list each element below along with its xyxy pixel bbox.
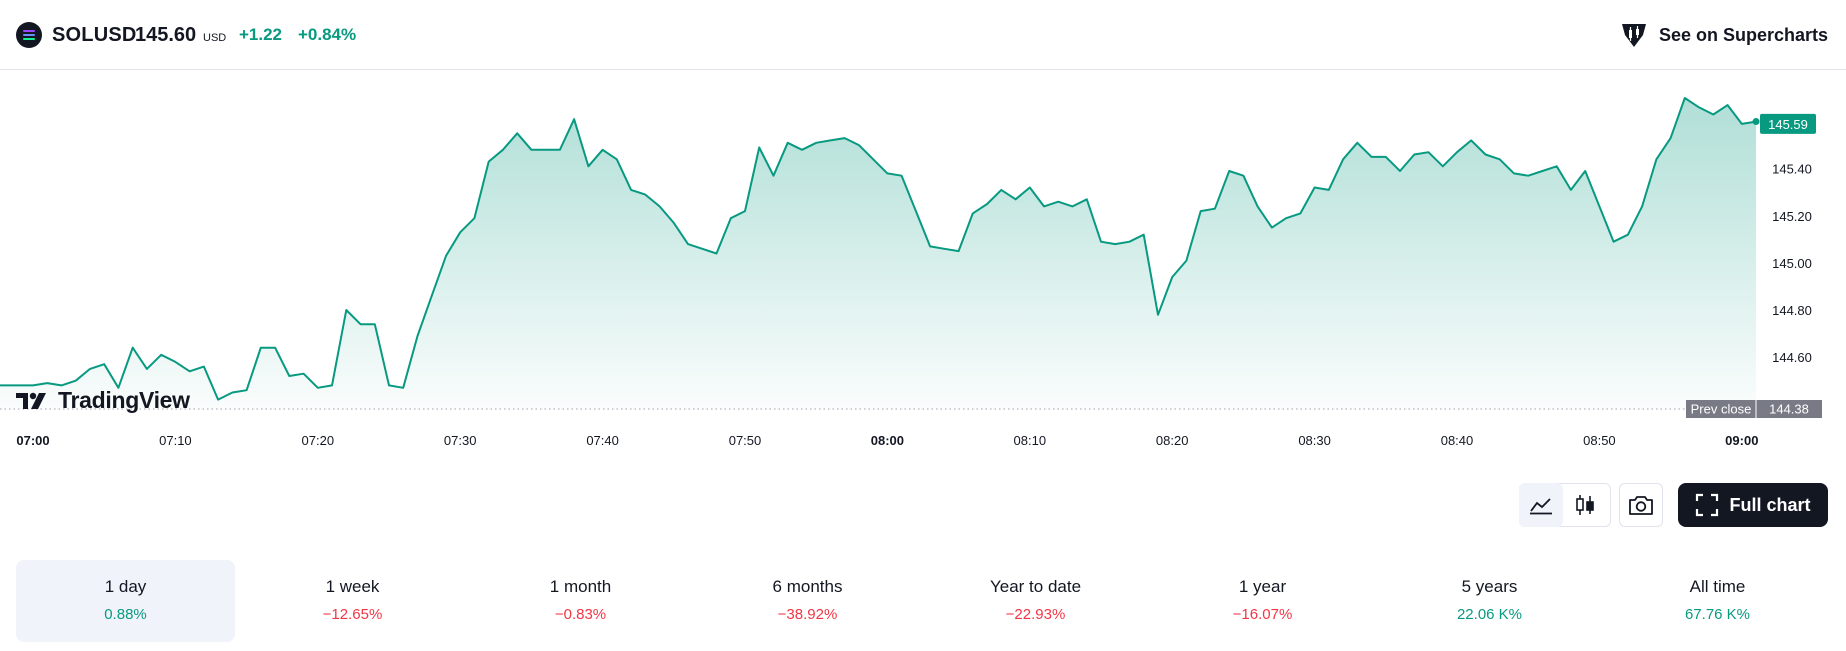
x-axis-tick-label: 07:50	[729, 433, 762, 448]
y-axis-tick-label: 145.20	[1772, 209, 1812, 224]
prev-close-label: Prev close	[1691, 402, 1752, 417]
period-label: 1 day	[104, 577, 147, 596]
period-label: 1 week	[325, 577, 380, 596]
period-tab[interactable]: 1 month −0.83%	[471, 560, 690, 642]
line-chart-icon	[1530, 498, 1552, 515]
period-change: −12.65%	[322, 606, 383, 623]
period-tab[interactable]: 6 months −38.92%	[698, 560, 917, 642]
price-change-percent: +0.84%	[298, 25, 357, 44]
x-axis-tick-label: 08:30	[1298, 433, 1331, 448]
currency-label: USD	[203, 32, 227, 44]
period-tab[interactable]: 5 years 22.06 K%	[1380, 560, 1599, 642]
camera-icon	[1629, 496, 1653, 515]
x-axis-tick-label: 07:20	[302, 433, 335, 448]
period-label: 5 years	[1461, 577, 1518, 596]
x-axis-tick-label: 08:20	[1156, 433, 1189, 448]
supercharts-label: See on Supercharts	[1658, 24, 1828, 45]
period-change: −16.07%	[1232, 606, 1293, 623]
period-label: 1 month	[549, 577, 612, 596]
see-on-supercharts-link[interactable]: See on Supercharts	[1619, 18, 1828, 52]
period-change: 67.76 K%	[1684, 606, 1751, 623]
x-axis-tick-label: 07:40	[586, 433, 619, 448]
last-price-label-bg	[1760, 113, 1816, 134]
price-change: +1.22	[239, 25, 283, 44]
supercharts-icon	[1621, 24, 1646, 47]
period-change: −22.93%	[1005, 606, 1066, 623]
y-axis-tick-label: 145.00	[1772, 256, 1812, 271]
y-axis-tick-label: 144.60	[1772, 350, 1812, 365]
x-axis-tick-label: 07:10	[159, 433, 192, 448]
prev-close-label-bg	[1686, 400, 1822, 418]
expand-icon	[1696, 493, 1719, 517]
x-axis-tick-label: 08:10	[1014, 433, 1047, 448]
x-axis-tick-label: 08:50	[1583, 433, 1616, 448]
period-tab[interactable]: 1 year −16.07%	[1153, 560, 1372, 642]
snapshot-button[interactable]	[1619, 483, 1663, 527]
full-chart-label: Full chart	[1729, 494, 1811, 515]
last-price: 145.60	[135, 24, 197, 46]
symbol-header: SOLUSD 145.60 USD +1.22 +0.84% See on Su…	[0, 0, 1846, 70]
y-axis-tick-label: 144.80	[1772, 303, 1812, 318]
line-chart-button[interactable]	[1519, 483, 1563, 527]
x-axis-tick-label: 07:30	[444, 433, 477, 448]
x-axis-tick-label: 09:00	[1725, 433, 1758, 448]
period-performance-tabs: 1 day 0.88% 1 week −12.65% 1 month −0.83% 6…	[16, 560, 1828, 642]
prev-close-value: 144.38	[1769, 402, 1809, 417]
candles-icon	[1576, 495, 1594, 515]
period-label: Year to date	[989, 577, 1082, 596]
x-axis-tick-label: 08:00	[871, 433, 904, 448]
period-change: 0.88%	[104, 606, 147, 623]
period-label: 6 months	[772, 577, 843, 596]
period-change: 22.06 K%	[1456, 606, 1523, 623]
period-tab[interactable]: 1 week −12.65%	[243, 560, 462, 642]
full-chart-button[interactable]: Full chart	[1678, 483, 1828, 527]
period-change: −0.83%	[554, 606, 607, 623]
candles-button[interactable]	[1563, 483, 1607, 527]
last-price-dot	[1752, 118, 1760, 126]
solana-logo-icon	[16, 22, 42, 48]
x-axis-tick-label: 08:40	[1441, 433, 1474, 448]
tradingview-logo-icon	[16, 392, 46, 409]
period-tab[interactable]: Year to date −22.93%	[926, 560, 1145, 642]
price-line	[0, 97, 1757, 401]
tradingview-wordmark: TradingView	[58, 387, 190, 413]
symbol-name[interactable]: SOLUSD	[52, 24, 137, 46]
tradingview-watermark: TradingView	[16, 387, 190, 414]
period-change: −38.92%	[777, 606, 838, 623]
period-tab[interactable]: All time 67.76 K%	[1608, 560, 1827, 642]
price-area-fill	[0, 98, 1756, 409]
x-axis-tick-label: 07:00	[16, 433, 49, 448]
period-tab[interactable]: 1 day 0.88%	[16, 560, 235, 642]
y-axis-tick-label: 145.40	[1772, 162, 1812, 177]
period-label: All time	[1689, 577, 1746, 596]
period-label: 1 year	[1238, 577, 1287, 596]
price-chart[interactable]: 144.60 144.80 145.00 145.20 145.40 145.59 Prev…	[0, 71, 1846, 461]
last-price-label: 145.59	[1768, 117, 1808, 132]
